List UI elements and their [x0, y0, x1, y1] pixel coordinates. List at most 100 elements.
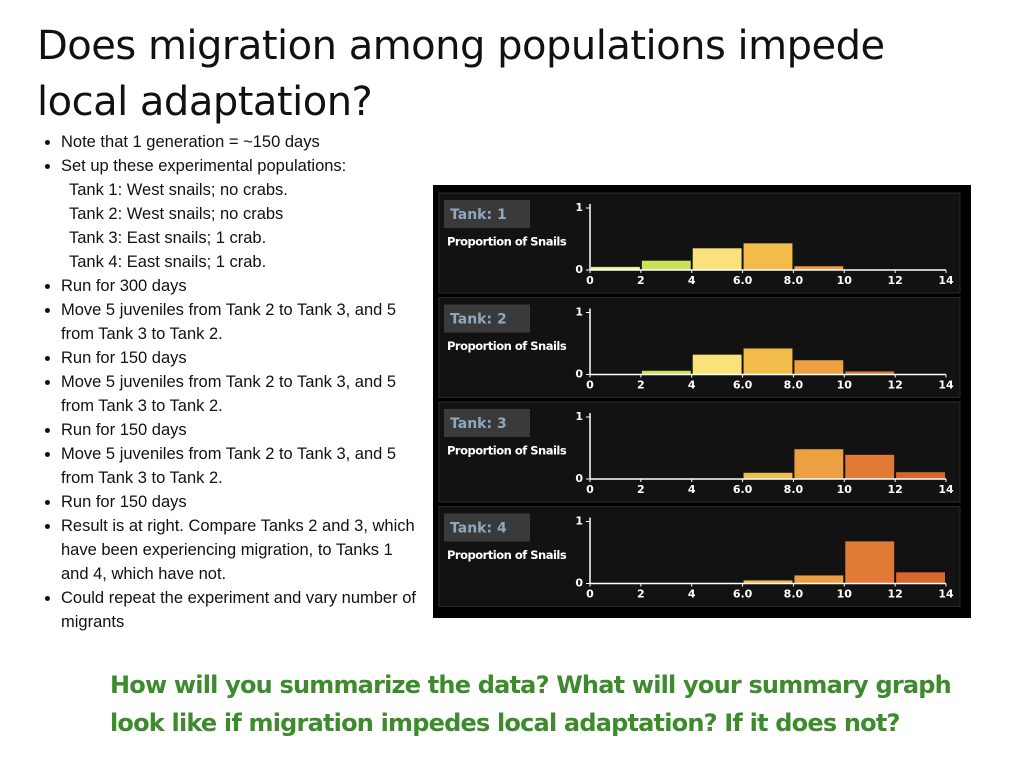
- y-tick-label: 1: [575, 306, 583, 319]
- x-tick-label: 0: [586, 379, 594, 392]
- x-tick-label: 12: [887, 274, 902, 287]
- bullet-text: Note that 1 generation = ~150 days: [61, 133, 320, 151]
- sub-item: Tank 2: West snails; no crabs: [69, 205, 284, 223]
- bar: [794, 575, 844, 584]
- bar: [641, 370, 691, 375]
- tank-label: Tank: 2: [450, 312, 507, 328]
- bar: [794, 449, 844, 479]
- bullet: Note that 1 generation = ~150 days: [61, 130, 421, 154]
- x-tick-label: 2: [637, 274, 645, 287]
- bar: [641, 260, 691, 270]
- x-tick-label: 10: [837, 483, 853, 496]
- tank-label-bg: [444, 304, 530, 333]
- bar: [845, 454, 895, 479]
- tank-label-bg: [444, 513, 530, 542]
- bullet: Result is at right. Compare Tanks 2 and …: [61, 514, 421, 586]
- y-tick-label: 0: [575, 577, 583, 590]
- x-tick-label: 10: [837, 379, 853, 392]
- bar: [692, 248, 742, 270]
- bullet: Run for 150 days: [61, 418, 421, 442]
- x-tick-label: 14: [938, 379, 954, 392]
- y-axis-label: Proportion of Snails: [447, 339, 567, 353]
- y-axis-label: Proportion of Snails: [447, 444, 567, 458]
- x-tick-label: 8.0: [784, 588, 804, 601]
- bullet: Run for 300 days: [61, 274, 421, 298]
- bar: [845, 371, 895, 375]
- bullet-text: Run for 300 days: [61, 277, 187, 295]
- x-tick-label: 0: [586, 274, 594, 287]
- x-tick-label: 8.0: [784, 274, 804, 287]
- bar: [845, 541, 895, 584]
- x-tick-label: 6.0: [733, 483, 753, 496]
- y-axis-label: Proportion of Snails: [447, 548, 567, 562]
- bullet-text: Move 5 juveniles from Tank 2 to Tank 3, …: [61, 445, 397, 487]
- x-tick-label: 6.0: [733, 274, 753, 287]
- y-tick-label: 1: [575, 201, 583, 214]
- sub-item: Tank 1: West snails; no crabs.: [69, 181, 288, 199]
- bullet: Run for 150 days: [61, 346, 421, 370]
- x-tick-label: 12: [887, 588, 902, 601]
- tank-label-bg: [444, 409, 530, 437]
- bullet: Move 5 juveniles from Tank 2 to Tank 3, …: [61, 442, 421, 490]
- slide-title: Does migration among populations impede …: [37, 23, 885, 125]
- question: How will you summarize the data? What wi…: [110, 671, 952, 737]
- x-tick-label: 12: [887, 379, 902, 392]
- y-tick-label: 1: [575, 515, 583, 528]
- x-tick-label: 8.0: [784, 483, 804, 496]
- bullet-text: Run for 150 days: [61, 493, 187, 511]
- y-tick-label: 0: [575, 263, 583, 276]
- bullet: Move 5 juveniles from Tank 2 to Tank 3, …: [61, 370, 421, 418]
- x-tick-label: 4: [688, 379, 696, 392]
- bar: [794, 360, 844, 375]
- x-tick-label: 10: [837, 588, 853, 601]
- bar: [692, 354, 742, 375]
- x-tick-label: 6.0: [733, 588, 753, 601]
- x-tick-label: 10: [837, 274, 853, 287]
- bar: [794, 266, 844, 270]
- x-tick-label: 0: [586, 588, 594, 601]
- bar: [743, 580, 793, 584]
- bullet: Could repeat the experiment and vary num…: [61, 586, 421, 634]
- x-tick-label: 14: [938, 483, 954, 496]
- x-tick-label: 4: [688, 483, 696, 496]
- bullet-text: Run for 150 days: [61, 349, 187, 367]
- bullet-text: Could repeat the experiment and vary num…: [61, 589, 416, 631]
- bar: [743, 243, 793, 270]
- x-tick-label: 2: [637, 483, 645, 496]
- x-tick-label: 14: [938, 588, 954, 601]
- bullet: Set up these experimental populations: Ta…: [61, 154, 421, 274]
- x-tick-label: 6.0: [733, 379, 753, 392]
- bullet-list: Note that 1 generation = ~150 days Set up…: [40, 130, 421, 634]
- x-tick-label: 2: [637, 588, 645, 601]
- x-tick-label: 4: [688, 588, 696, 601]
- y-tick-label: 0: [575, 472, 583, 485]
- bar: [743, 348, 793, 375]
- sub-item: Tank 3: East snails; 1 crab.: [69, 229, 267, 247]
- x-tick-label: 2: [637, 379, 645, 392]
- x-tick-label: 0: [586, 483, 594, 496]
- x-tick-label: 14: [938, 274, 954, 287]
- bullet-text: Move 5 juveniles from Tank 2 to Tank 3, …: [61, 373, 397, 415]
- bullet-text: Move 5 juveniles from Tank 2 to Tank 3, …: [61, 301, 397, 343]
- sub-item: Tank 4: East snails; 1 crab.: [69, 253, 267, 271]
- bar: [591, 266, 640, 270]
- y-tick-label: 0: [575, 368, 583, 381]
- bullet-text: Run for 150 days: [61, 421, 187, 439]
- bullet: Run for 150 days: [61, 490, 421, 514]
- bullet-text: Result is at right. Compare Tanks 2 and …: [61, 517, 415, 583]
- bar: [743, 472, 793, 479]
- bullet: Move 5 juveniles from Tank 2 to Tank 3, …: [61, 298, 421, 346]
- y-axis-label: Proportion of Snails: [447, 235, 567, 249]
- bar: [896, 572, 945, 584]
- tank-label: Tank: 1: [450, 207, 507, 223]
- bar: [896, 472, 945, 479]
- y-tick-label: 1: [575, 410, 583, 423]
- bullet-text: Set up these experimental populations:: [61, 157, 347, 175]
- sub-list: Tank 1: West snails; no crabs. Tank 2: We…: [61, 178, 421, 274]
- tank-label: Tank: 3: [450, 416, 507, 432]
- tank-label: Tank: 4: [450, 521, 507, 537]
- x-tick-label: 4: [688, 274, 696, 287]
- tank-label-bg: [444, 200, 530, 228]
